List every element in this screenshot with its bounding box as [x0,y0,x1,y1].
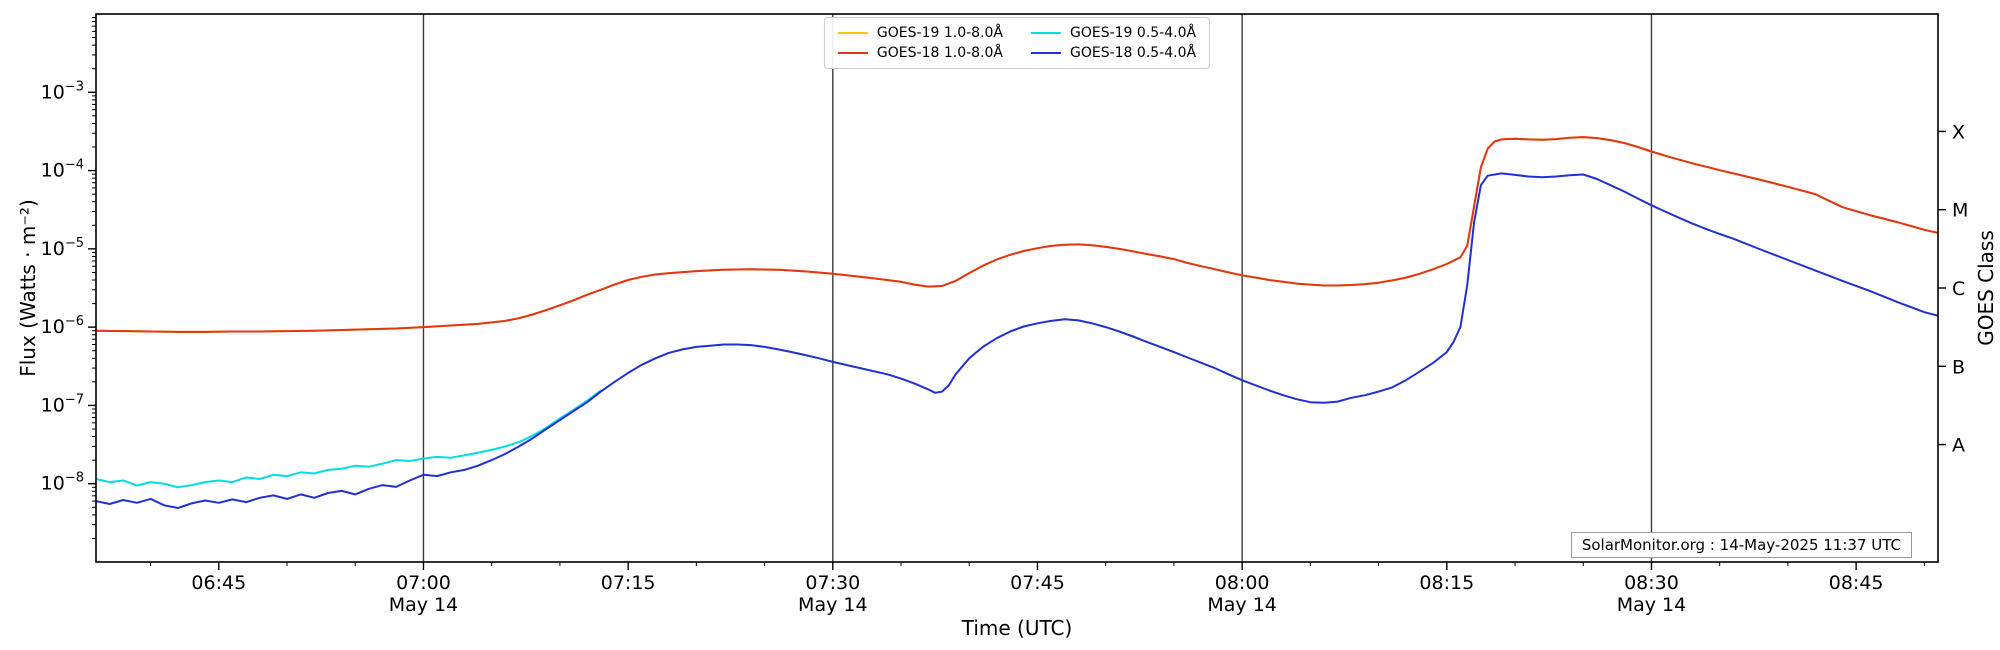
legend-label: GOES-18 1.0-8.0Å [876,45,1003,61]
y-axis-label-goes-class: GOES Class [1974,230,1998,346]
series-line-goes19-long [96,136,1938,333]
legend-line-sample-goes18-long [837,52,868,54]
legend-line-sample-goes19-short [1031,32,1061,34]
legend: GOES-19 1.0-8.0Å GOES-18 1.0-8.0Å GOES-19 … [823,17,1211,69]
goes-class-letter: M [1952,200,1968,222]
x-tick-label: 08:30 [1624,572,1679,594]
x-axis-label-time: Time (UTC) [961,616,1073,640]
x-tick-date-label: May 14 [1207,594,1277,616]
series-line-goes19-short [96,389,602,489]
series-group [96,136,1938,509]
series-line-goes18-short [96,172,1938,509]
y-tick-label: 10−5 [41,236,84,260]
x-tick-label: 08:45 [1829,572,1884,594]
goes-class-letter: A [1952,435,1965,457]
legend-entry-goes18-short: GOES-18 0.5-4.0Å [1031,45,1196,61]
x-tick-date-label: May 14 [798,594,868,616]
legend-entry-goes18-long: GOES-18 1.0-8.0Å [837,45,1003,61]
watermark: SolarMonitor.org : 14-May-2025 11:37 UTC [1570,532,1912,558]
legend-label: GOES-18 0.5-4.0Å [1070,45,1197,61]
x-tick-label: 07:15 [601,572,656,594]
x-tick-date-label: May 14 [1617,594,1687,616]
series-line-goes18-long [96,136,1938,333]
legend-line-sample-goes18-short [1031,52,1061,54]
x-tick-date-label: May 14 [389,594,459,616]
y-axis-label-flux: Flux (Watts · m⁻²) [16,199,40,377]
x-tick-label: 08:15 [1419,572,1474,594]
x-tick-label: 07:00 [396,572,451,594]
y-tick-label: 10−6 [41,314,84,338]
x-tick-label: 06:45 [191,572,246,594]
y-tick-label: 10−4 [41,158,84,182]
legend-entry-goes19-long: GOES-19 1.0-8.0Å [837,25,1003,41]
x-tick-label: 07:45 [1010,572,1065,594]
y-tick-label: 10−7 [41,392,84,416]
legend-entry-goes19-short: GOES-19 0.5-4.0Å [1031,25,1196,41]
legend-line-sample-goes19-long [837,32,868,34]
legend-label: GOES-19 0.5-4.0Å [1070,25,1197,41]
goes-class-letter: X [1952,121,1965,143]
goes-class-letter: C [1952,278,1965,300]
x-tick-label: 07:30 [805,572,860,594]
y-tick-label: 10−8 [41,471,84,495]
x-tick-label: 08:00 [1215,572,1270,594]
legend-label: GOES-19 1.0-8.0Å [876,25,1003,41]
y-tick-label: 10−3 [41,79,84,103]
goes-class-letter: B [1952,356,1965,378]
plot-border [95,13,1939,563]
